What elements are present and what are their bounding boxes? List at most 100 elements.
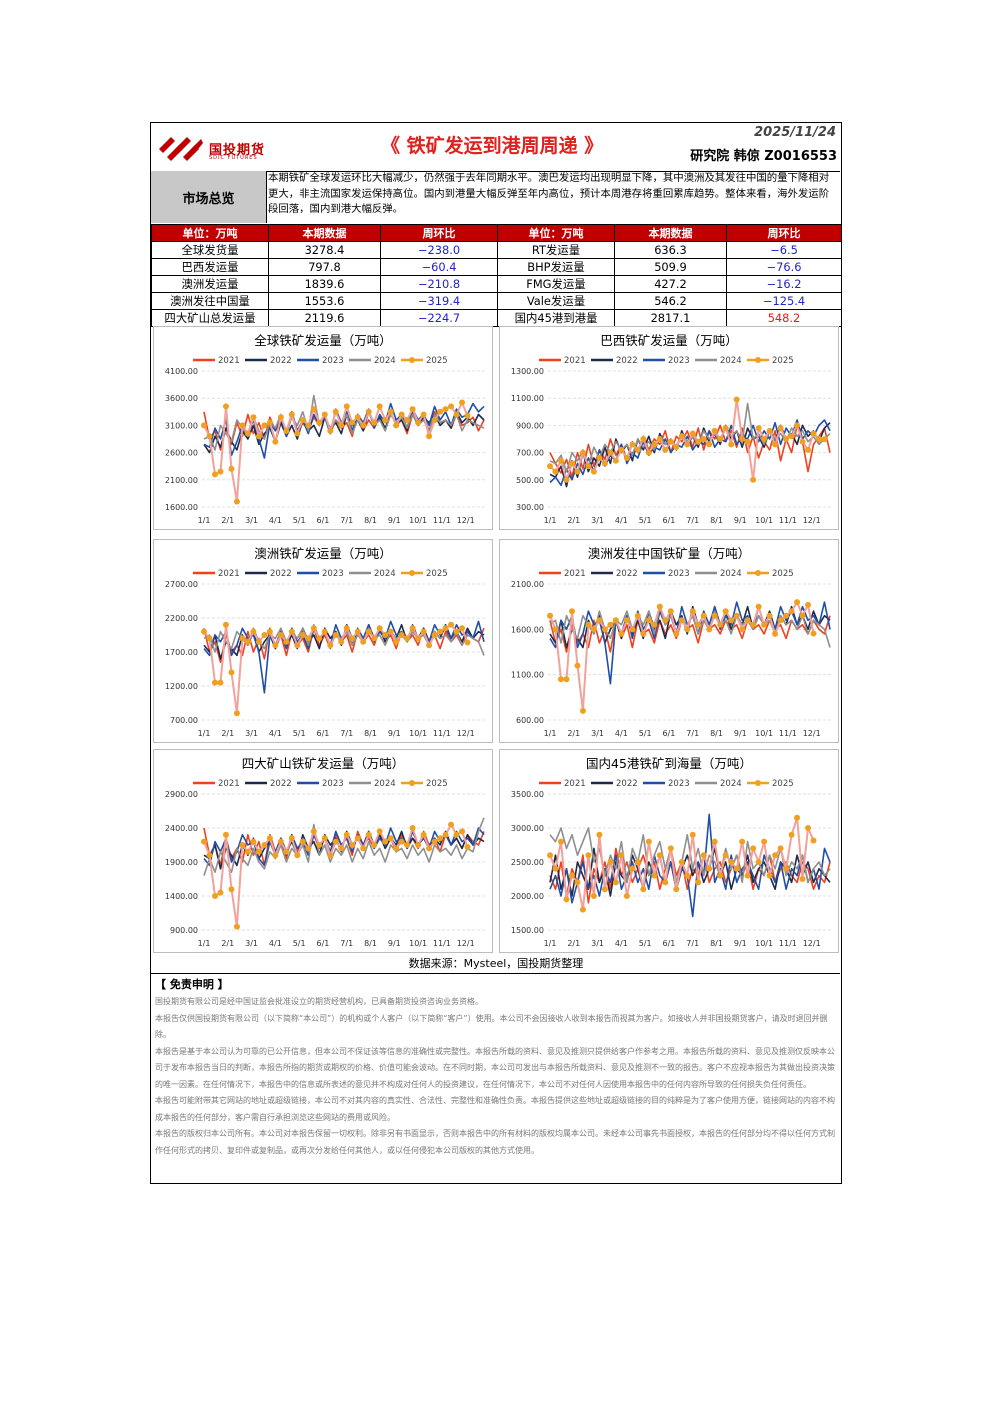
- data-point-2025: [695, 438, 702, 445]
- chart-title: 全球铁矿发运量（万吨）: [254, 333, 392, 348]
- legend-item-2025: 2025: [747, 779, 794, 789]
- x-tick-label: 7/1: [686, 729, 699, 738]
- disclaimer-body: 国投期货有限公司是经中国证监会批准设立的期货经营机构，已具备期货投资咨询业务资格…: [155, 994, 837, 1159]
- data-point-2025: [788, 608, 795, 615]
- legend-item-2023: 2023: [297, 356, 344, 366]
- legend-label: 2022: [616, 779, 638, 789]
- data-point-2025: [211, 893, 218, 899]
- y-tick-label: 1200.00: [165, 682, 198, 691]
- data-point-2025: [277, 632, 284, 638]
- data-point-2025: [607, 449, 614, 456]
- data-point-2025: [744, 438, 751, 445]
- x-tick-label: 4/1: [615, 729, 628, 738]
- data-point-2025: [211, 679, 218, 686]
- data-point-2025: [404, 842, 411, 848]
- table-row: 四大矿山总发运量 2119.6 −224.7 国内45港到港量 2817.1 5…: [151, 309, 842, 327]
- table-cell-change: −238.0: [380, 241, 498, 259]
- data-point-2025: [448, 621, 455, 628]
- x-tick-label: 6/1: [317, 729, 330, 738]
- data-point-2025: [255, 848, 262, 855]
- legend-item-2024: 2024: [695, 356, 742, 366]
- data-point-2025: [222, 831, 229, 838]
- x-tick-label: 8/1: [364, 516, 377, 525]
- data-point-2025: [321, 835, 328, 842]
- data-point-2025: [777, 845, 784, 852]
- data-point-2025: [590, 626, 597, 633]
- data-point-2025: [206, 852, 213, 859]
- data-point-2025: [201, 838, 207, 845]
- data-point-2025: [585, 463, 592, 470]
- x-tick-label: 12/1: [803, 516, 821, 525]
- legend-label: 2022: [270, 779, 292, 789]
- data-point-2025: [623, 893, 630, 899]
- data-point-2025: [656, 436, 663, 442]
- legend-item-2022: 2022: [245, 569, 292, 579]
- data-point-2025: [761, 838, 768, 845]
- data-point-2025: [656, 852, 663, 859]
- data-point-2025: [365, 408, 372, 415]
- data-point-2025: [744, 872, 751, 879]
- data-point-2025: [563, 896, 570, 903]
- x-tick-label: 2/1: [567, 939, 580, 948]
- x-tick-label: 5/1: [639, 516, 652, 525]
- data-point-2025: [755, 425, 762, 432]
- data-point-2025: [201, 628, 207, 635]
- data-point-2025: [316, 842, 323, 848]
- x-tick-label: 5/1: [639, 729, 652, 738]
- x-tick-label: 10/1: [755, 939, 773, 948]
- data-point-2025: [547, 612, 553, 619]
- y-tick-label: 1600.00: [165, 503, 198, 512]
- data-point-2025: [667, 845, 674, 852]
- legend-label: 2022: [270, 569, 292, 579]
- data-point-2025: [640, 630, 647, 637]
- chart-port45-arrivals: 国内45港铁矿到海量（万吨） 2021 2022 2023 2024 2025 1500.0…: [499, 749, 839, 953]
- data-point-2025: [772, 852, 779, 859]
- data-point-2025: [349, 842, 356, 848]
- data-point-2025: [717, 621, 724, 628]
- x-tick-label: 9/1: [388, 939, 401, 948]
- x-tick-label: 4/1: [269, 729, 282, 738]
- data-point-2025: [557, 838, 564, 845]
- data-point-2025: [777, 617, 784, 624]
- data-point-2025: [431, 416, 438, 423]
- legend-item-2021: 2021: [539, 569, 586, 579]
- data-point-2025: [739, 838, 746, 845]
- disclaimer-paragraph: 本报告仅供国投期货有限公司（以下简称“本公司”）的机构或个人客户（以下简称“客户…: [155, 1013, 828, 1040]
- x-tick-label: 12/1: [457, 516, 475, 525]
- table-header-cell: 周环比: [726, 224, 842, 242]
- data-point-2025: [706, 865, 713, 872]
- legend-label: 2023: [322, 569, 344, 579]
- x-tick-label: 4/1: [269, 516, 282, 525]
- legend-item-2025: 2025: [401, 779, 448, 789]
- data-point-2025: [266, 628, 273, 635]
- table-cell-change: −6.5: [726, 241, 842, 259]
- report-date: 2025/11/24: [754, 125, 836, 140]
- data-point-2025: [766, 612, 773, 619]
- data-point-2025: [777, 425, 784, 432]
- data-point-2025: [579, 707, 586, 714]
- data-point-2025: [579, 906, 586, 913]
- legend-label: 2025: [772, 779, 794, 789]
- data-point-2025: [568, 608, 575, 615]
- data-point-2025: [310, 625, 317, 632]
- report-header: 国投期货 SDIC FUTURES 《 铁矿发运到港周周递 》 2025/11/…: [151, 123, 840, 172]
- data-point-2025: [316, 635, 323, 642]
- x-tick-label: 1/1: [198, 939, 211, 948]
- data-point-2025: [409, 825, 416, 831]
- data-point-2025: [266, 835, 273, 842]
- chart-svg: 巴西铁矿发运量（万吨） 2021 2022 2023 2024 2025 300.00 500…: [511, 333, 832, 525]
- data-point-2025: [634, 446, 641, 453]
- data-point-2025: [805, 601, 812, 608]
- data-point-2025: [728, 859, 735, 865]
- y-tick-label: 2500.00: [511, 858, 544, 867]
- data-point-2025: [222, 621, 229, 628]
- y-tick-label: 1900.00: [165, 858, 198, 867]
- data-point-2025: [211, 471, 218, 478]
- table-cell-change: −60.4: [380, 258, 498, 276]
- chart-svg: 澳洲发往中国铁矿量（万吨）2021 2022 2023 2024 2025600.001…: [511, 546, 832, 738]
- data-point-2025: [717, 436, 724, 442]
- data-point-2025: [607, 621, 614, 628]
- data-source: 数据来源：Mysteel，国投期货整理: [408, 957, 584, 970]
- data-point-2025: [612, 879, 619, 886]
- data-point-2025: [750, 476, 757, 483]
